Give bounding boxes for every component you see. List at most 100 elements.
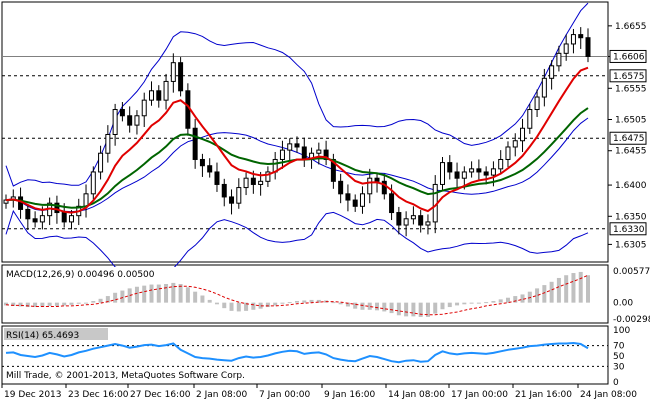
candle-body xyxy=(498,158,504,170)
time-tick-label: 7 Jan 00:00 xyxy=(259,390,311,400)
level-tag-label: 1.6575 xyxy=(613,72,645,82)
candle-body xyxy=(236,187,242,204)
macd-bar xyxy=(105,296,110,303)
candle-body xyxy=(199,158,205,167)
level-tag xyxy=(609,69,647,83)
candle-body xyxy=(54,202,60,214)
time-tick-label: 27 Dec 16:00 xyxy=(130,390,191,400)
candle-body xyxy=(418,215,424,226)
macd-tick-label: -0.00298 xyxy=(613,315,650,325)
rsi-title: RSI(14) 65.4693 xyxy=(6,331,79,341)
candle-body xyxy=(178,62,184,92)
macd-bar xyxy=(149,284,154,303)
candle-body xyxy=(469,168,475,173)
horizontal-levels xyxy=(2,55,608,230)
macd-tick-label: 0.00577 xyxy=(613,267,650,277)
time-tick-label: 23 Dec 16:00 xyxy=(68,390,129,400)
macd-bar xyxy=(440,302,445,310)
candle-body xyxy=(127,115,133,126)
macd-bar xyxy=(295,301,299,303)
macd-bar xyxy=(375,302,380,311)
macd-bar xyxy=(513,296,518,303)
time-tick-label: 24 Jan 08:00 xyxy=(580,390,637,400)
candle-body xyxy=(61,212,67,223)
candle-body xyxy=(454,171,460,179)
candle-body xyxy=(301,146,307,160)
macd-bar xyxy=(164,284,169,303)
candle-body xyxy=(403,218,409,226)
rsi-line xyxy=(5,341,589,364)
macd-bar xyxy=(76,302,81,304)
price-tick-label: 1.6400 xyxy=(615,181,647,191)
macd-bar xyxy=(251,302,256,310)
candle-body xyxy=(345,193,351,201)
rsi-tick-label: 0 xyxy=(613,378,619,388)
price-tick-label: 1.6505 xyxy=(615,116,647,126)
candle-body xyxy=(207,165,213,173)
candle-body xyxy=(338,180,344,195)
candle-body xyxy=(374,177,380,182)
candle-body xyxy=(527,109,533,129)
macd-bar xyxy=(156,284,161,303)
price-axis: 1.6655 1.6606 1.6555 1.6505 1.6455 1.6400 1.63… xyxy=(608,22,647,250)
candle-body xyxy=(250,177,256,185)
macd-bar xyxy=(542,285,547,303)
candle-body xyxy=(316,149,322,154)
candle-body xyxy=(425,221,431,226)
candle-body xyxy=(410,215,416,220)
macd-bar xyxy=(214,302,219,305)
macd-bar xyxy=(244,302,249,311)
macd-bar xyxy=(360,302,365,310)
candle-body xyxy=(294,143,300,148)
macd-bar xyxy=(484,302,489,304)
macd-bar xyxy=(265,302,270,308)
candle-body xyxy=(229,196,235,204)
candle-body xyxy=(32,218,38,223)
price-tick-label: 1.6455 xyxy=(615,147,647,157)
moving-averages xyxy=(5,66,589,214)
macd-bar xyxy=(287,302,292,304)
candle-body xyxy=(192,127,198,160)
macd-series: 0.00577 0.00 -0.00298 xyxy=(4,267,650,325)
macd-bar xyxy=(4,302,8,306)
candle-body xyxy=(68,215,74,223)
macd-bar xyxy=(309,299,314,303)
candle-body xyxy=(389,193,395,214)
candle-body xyxy=(578,34,584,39)
candle-body xyxy=(367,177,373,195)
macd-bar xyxy=(404,302,409,317)
candle-body xyxy=(221,183,227,198)
macd-bar xyxy=(280,302,285,304)
macd-bar xyxy=(54,302,59,306)
macd-bar xyxy=(62,302,67,306)
macd-bar xyxy=(331,302,336,304)
macd-bar xyxy=(418,302,423,317)
macd-title: MACD(12,26,9) 0.00496 0.00500 xyxy=(6,270,155,280)
candle-body xyxy=(105,133,111,154)
bollinger-upper xyxy=(5,2,589,187)
rsi-tick-label: 50 xyxy=(613,352,625,362)
price-tick-label: 1.6555 xyxy=(615,84,647,94)
macd-bar xyxy=(345,302,350,307)
candle-body xyxy=(476,168,482,173)
candle-body xyxy=(520,127,526,142)
macd-bar xyxy=(273,302,278,306)
macd-bar xyxy=(142,285,147,303)
rsi-tick-label: 30 xyxy=(613,362,625,372)
candle-body xyxy=(214,171,220,185)
candle-body xyxy=(156,90,162,101)
candle-body xyxy=(141,99,147,117)
macd-bar xyxy=(113,292,118,303)
macd-bar xyxy=(91,301,96,303)
macd-bar xyxy=(549,281,554,303)
macd-bar xyxy=(389,302,394,314)
macd-bar xyxy=(98,298,103,303)
macd-bar xyxy=(338,302,343,305)
current-price-label: 1.6606 xyxy=(613,52,645,62)
candle-body xyxy=(134,115,140,126)
candle-body xyxy=(25,208,31,220)
candle-body xyxy=(534,96,540,111)
copyright-text: Mill Trade, © 2001-2013, MetaQuotes Soft… xyxy=(6,371,245,381)
macd-bar xyxy=(258,302,263,309)
rsi-tick-label: 100 xyxy=(613,326,630,336)
